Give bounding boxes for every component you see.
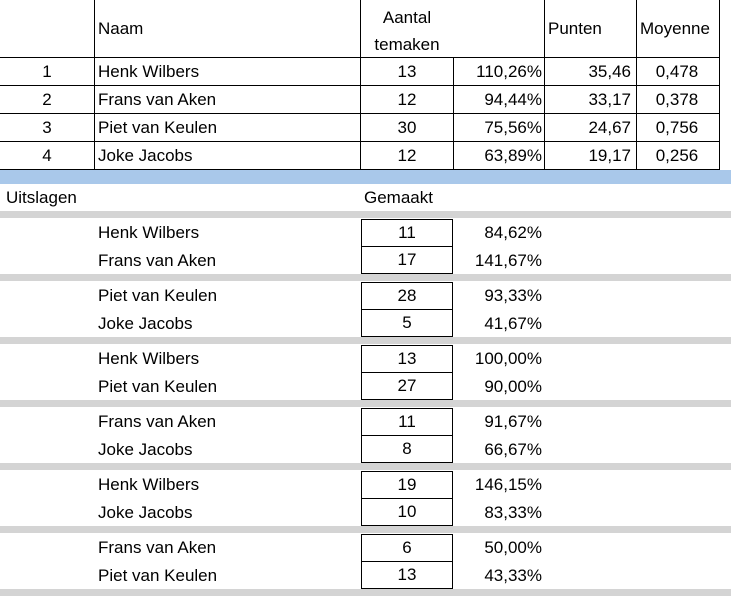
match-divider bbox=[0, 274, 731, 281]
made-percent: 146,15% bbox=[474, 475, 542, 494]
made-value: 11 bbox=[361, 219, 453, 247]
player-name: Henk Wilbers bbox=[98, 223, 200, 242]
made-percent: 84,62% bbox=[484, 223, 542, 242]
header-moyenne: Moyenne bbox=[640, 19, 710, 38]
made-value: 28 bbox=[361, 282, 453, 310]
name-cell: Piet van Keulen bbox=[98, 118, 218, 137]
player-name: Joke Jacobs bbox=[98, 440, 193, 459]
made-column-label: Gemaakt bbox=[364, 188, 433, 207]
player-name: Joke Jacobs bbox=[98, 314, 193, 333]
standings-table: Naam Aantal temaken Punten Moyenne 1 Hen… bbox=[0, 0, 731, 170]
made-percent: 141,67% bbox=[474, 251, 542, 270]
name-cell: Henk Wilbers bbox=[98, 62, 200, 81]
punten-cell: 33,17 bbox=[588, 90, 631, 109]
match-divider bbox=[0, 463, 731, 470]
moyenne-cell: 0,378 bbox=[655, 90, 699, 109]
rank-cell: 1 bbox=[42, 62, 52, 81]
header-aantal-line2: temaken bbox=[374, 35, 440, 54]
made-value: 27 bbox=[361, 372, 453, 400]
grid-line bbox=[0, 141, 720, 142]
match-divider bbox=[0, 337, 731, 344]
made-percent: 90,00% bbox=[484, 377, 542, 396]
grid-line bbox=[0, 85, 720, 86]
match-divider bbox=[0, 400, 731, 407]
made-value: 5 bbox=[361, 309, 453, 337]
player-name: Henk Wilbers bbox=[98, 475, 200, 494]
made-value: 6 bbox=[361, 534, 453, 562]
rank-cell: 3 bbox=[42, 118, 52, 137]
grid-line bbox=[0, 57, 720, 58]
aantal-cell: 12 bbox=[397, 90, 417, 109]
made-percent: 100,00% bbox=[474, 349, 542, 368]
rank-cell: 4 bbox=[42, 146, 52, 165]
name-cell: Frans van Aken bbox=[98, 90, 217, 109]
moyenne-cell: 0,478 bbox=[655, 62, 699, 81]
made-percent: 66,67% bbox=[484, 440, 542, 459]
player-name: Frans van Aken bbox=[98, 251, 217, 270]
punten-cell: 19,17 bbox=[588, 146, 631, 165]
moyenne-cell: 0,256 bbox=[655, 146, 699, 165]
made-value: 13 bbox=[361, 561, 453, 589]
punten-cell: 35,46 bbox=[588, 62, 631, 81]
player-name: Piet van Keulen bbox=[98, 566, 218, 585]
aantal-cell: 12 bbox=[397, 146, 417, 165]
player-name: Piet van Keulen bbox=[98, 377, 218, 396]
percent-cell: 110,26% bbox=[476, 62, 542, 81]
player-name: Frans van Aken bbox=[98, 538, 217, 557]
aantal-cell: 13 bbox=[397, 62, 417, 81]
made-value: 10 bbox=[361, 498, 453, 526]
section-separator bbox=[0, 170, 731, 184]
percent-cell: 94,44% bbox=[484, 90, 542, 109]
player-name: Frans van Aken bbox=[98, 412, 217, 431]
aantal-cell: 30 bbox=[397, 118, 417, 137]
header-naam: Naam bbox=[98, 19, 144, 38]
made-percent: 50,00% bbox=[484, 538, 542, 557]
made-value: 13 bbox=[361, 345, 453, 373]
percent-cell: 63,89% bbox=[484, 146, 542, 165]
moyenne-cell: 0,756 bbox=[655, 118, 699, 137]
name-cell: Joke Jacobs bbox=[98, 146, 193, 165]
match-divider bbox=[0, 211, 731, 218]
punten-cell: 24,67 bbox=[588, 118, 631, 137]
made-value: 19 bbox=[361, 471, 453, 499]
made-percent: 91,67% bbox=[484, 412, 542, 431]
results-title: Uitslagen bbox=[6, 188, 77, 207]
made-value: 8 bbox=[361, 435, 453, 463]
made-percent: 41,67% bbox=[484, 314, 542, 333]
player-name: Piet van Keulen bbox=[98, 286, 218, 305]
header-punten: Punten bbox=[548, 19, 602, 38]
grid-line bbox=[0, 113, 720, 114]
made-value: 17 bbox=[361, 246, 453, 274]
made-percent: 83,33% bbox=[484, 503, 542, 522]
player-name: Henk Wilbers bbox=[98, 349, 200, 368]
match-divider bbox=[0, 589, 731, 596]
match-divider bbox=[0, 526, 731, 533]
percent-cell: 75,56% bbox=[484, 118, 542, 137]
made-percent: 43,33% bbox=[484, 566, 542, 585]
header-aantal-line1: Aantal bbox=[382, 8, 432, 27]
made-percent: 93,33% bbox=[484, 286, 542, 305]
rank-cell: 2 bbox=[42, 90, 52, 109]
made-value: 11 bbox=[361, 408, 453, 436]
player-name: Joke Jacobs bbox=[98, 503, 193, 522]
grid-line bbox=[0, 169, 720, 170]
